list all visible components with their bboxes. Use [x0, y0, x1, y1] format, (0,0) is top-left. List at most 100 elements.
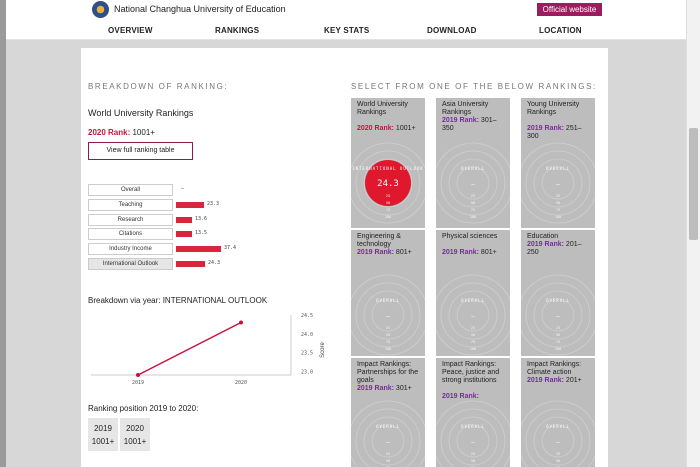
page-scrollbar[interactable]: [686, 0, 700, 467]
metric-row[interactable]: Research: [88, 214, 173, 226]
nav-download[interactable]: DOWNLOAD: [427, 26, 477, 35]
ranking-name: World University Rankings: [88, 108, 194, 118]
data-point: [239, 320, 243, 325]
metric-value: –: [181, 186, 185, 192]
dial-tick-label: 75: [386, 340, 390, 344]
ranking-tile[interactable]: OVERALL—255075100Impact Rankings: Partne…: [351, 358, 425, 467]
dial-tick-label: 75: [556, 340, 560, 344]
metric-bar: [176, 231, 192, 237]
dial-tick-label: 50: [556, 201, 560, 205]
metric-bar: [176, 246, 221, 252]
tile-rank-label: 2020 Rank:: [357, 125, 394, 132]
main-nav: OVERVIEW RANKINGS KEY STATS DOWNLOAD LOC…: [6, 20, 686, 40]
metric-row[interactable]: International Outlook: [88, 258, 173, 270]
dial-ring: [525, 282, 591, 348]
tile-rank: 2019 Rank: 251–300: [527, 125, 593, 141]
ranking-tile[interactable]: INTERNATIONAL OUTLOOK 24.3 25 50 75 100 World …: [351, 98, 425, 228]
dial-label: OVERALL: [376, 424, 400, 429]
metric-row[interactable]: Overall: [88, 184, 173, 196]
rank-label: 2020 Rank:: [88, 128, 131, 137]
view-full-ranking-button[interactable]: View full ranking table: [88, 142, 193, 160]
dial-tick-label: 100: [555, 347, 561, 351]
tile-rank: 2019 Rank: 201–250: [527, 241, 593, 257]
dial-ring: [456, 424, 490, 458]
y-tick-label: 24.0: [301, 332, 313, 338]
dial-tick-label: 100: [470, 347, 476, 351]
tile-rank-label: 2019 Rank:: [357, 249, 394, 256]
tile-rank-label: 2019 Rank:: [527, 125, 564, 132]
scrollbar-thumb[interactable]: [689, 128, 698, 240]
dial-tick-label: 50: [471, 333, 475, 337]
metric-row[interactable]: Teaching: [88, 199, 173, 211]
dial-score-fill: [365, 160, 411, 206]
dial-ring: [440, 408, 506, 467]
ranking-tile[interactable]: OVERALL — 25 50 75 100 Engineering & technolog…: [351, 230, 425, 356]
x-tick-label: 2020: [235, 380, 247, 386]
ranking-tile[interactable]: OVERALL—255075100Impact Rankings: Peace,…: [436, 358, 510, 467]
metric-row[interactable]: Industry Income: [88, 243, 173, 255]
dial-ring: [448, 416, 498, 466]
metric-row[interactable]: Citations: [88, 228, 173, 240]
nav-overview[interactable]: OVERVIEW: [108, 26, 153, 35]
dial-ring: [541, 298, 575, 332]
series-line: [137, 321, 242, 376]
tile-rank: 2019 Rank: 301–350: [442, 117, 508, 133]
ranking-tile[interactable]: OVERALL — 25 50 75 100 Asia University Ranking…: [436, 98, 510, 228]
ranking-tile[interactable]: OVERALL — 25 50 75 100 Education 2019 Rank: 201…: [521, 230, 595, 356]
dial-label: INTERNATIONAL OUTLOOK: [352, 166, 424, 171]
dial-tick-label: 25: [556, 326, 560, 330]
dial-ring: [533, 290, 583, 340]
dial-ring: [436, 274, 510, 356]
tile-rank: 2019 Rank: 201+: [527, 377, 593, 385]
dial-ring: [521, 142, 595, 224]
dial-tick-label: 25: [386, 194, 390, 198]
dial-ring: [440, 282, 506, 348]
ranking-tile[interactable]: OVERALL — 25 50 75 100 Physical sciences 2019 R…: [436, 230, 510, 356]
dial-value: —: [556, 181, 560, 188]
dial-ring: [363, 416, 413, 466]
official-website-button[interactable]: Official website: [537, 3, 602, 16]
ranking-tile[interactable]: OVERALL—255075100Impact Rankings: Climat…: [521, 358, 595, 467]
tile-rank-value: 801+: [480, 249, 497, 256]
university-name: National Changhua University of Educatio…: [114, 4, 286, 14]
x-tick-label: 2019: [132, 380, 144, 386]
y-tick-label: 23.5: [301, 351, 313, 357]
window-left-edge: [0, 0, 6, 467]
current-rank: 2020 Rank: 1001+: [88, 128, 155, 137]
dial-label: OVERALL: [546, 424, 570, 429]
dial-tick-label: 100: [385, 347, 391, 351]
position-box-2019: 2019 1001+: [88, 418, 118, 451]
position-rank: 1001+: [123, 437, 147, 446]
rankings-panel: BREAKDOWN OF RANKING: World University R…: [81, 48, 608, 467]
dial-value: 24.3: [377, 179, 399, 189]
university-logo-icon: [92, 1, 109, 18]
tile-title: World University Rankings: [357, 101, 408, 116]
tile-rank-label: 2019 Rank:: [442, 393, 479, 400]
dial-ring: [371, 298, 405, 332]
dial-value: —: [386, 439, 390, 446]
tile-title: Physical sciences: [442, 233, 498, 240]
nav-key-stats[interactable]: KEY STATS: [324, 26, 370, 35]
nav-location[interactable]: LOCATION: [539, 26, 582, 35]
metric-value: 13.5: [195, 230, 208, 236]
ranking-tile[interactable]: OVERALL — 25 50 75 100 Young University Rankin…: [521, 98, 595, 228]
nav-rankings[interactable]: RANKINGS: [215, 26, 260, 35]
dial-tick-label: 75: [471, 340, 475, 344]
tile-rank-label: 2019 Rank:: [442, 117, 479, 124]
tile-title: Impact Rankings: Partnerships for the go…: [357, 361, 419, 384]
dial-ring: [448, 158, 498, 208]
dial-tick-label: 25: [471, 194, 475, 198]
dial-tick-label: 50: [386, 459, 390, 463]
dial-tick-label: 50: [471, 459, 475, 463]
dial-ring: [533, 158, 583, 208]
dial-tick-label: 25: [471, 452, 475, 456]
tile-rank-label: 2019 Rank:: [527, 241, 564, 248]
dial-tick-label: 50: [556, 333, 560, 337]
breakdown-section-title: BREAKDOWN OF RANKING:: [88, 82, 229, 91]
dial-value: —: [471, 181, 475, 188]
